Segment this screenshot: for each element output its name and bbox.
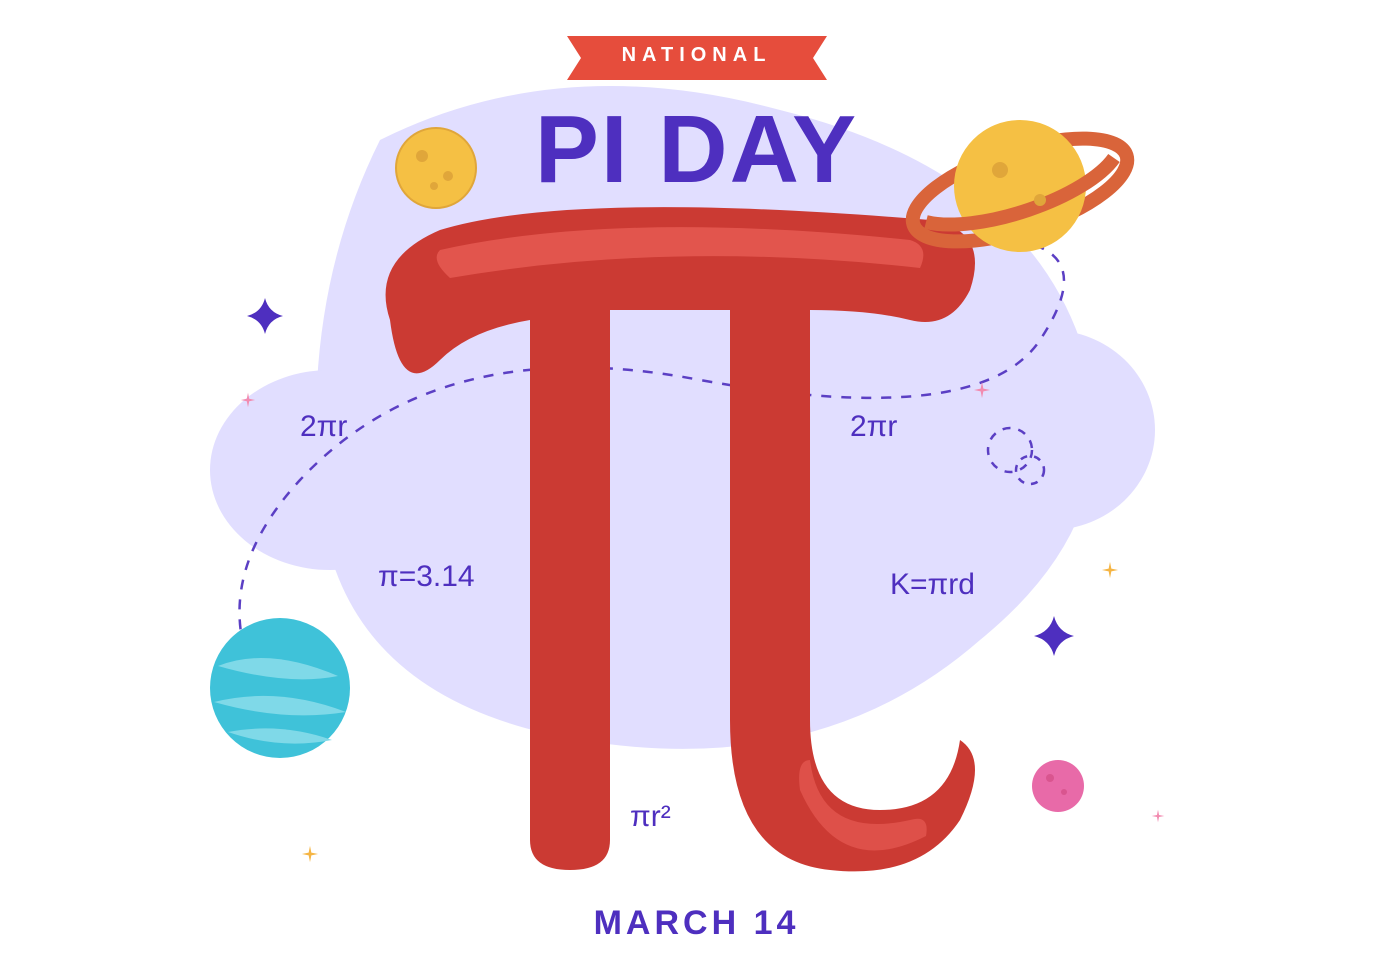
plus-spark	[973, 381, 991, 399]
infographic-stage: NATIONAL PI DAY 2πr π=3.14 2πr K=πrd πr²	[0, 0, 1393, 980]
ribbon-label: NATIONAL	[622, 44, 772, 67]
main-title: PI DAY	[535, 95, 858, 205]
planet-pink	[1030, 758, 1086, 814]
date-label: MARCH 14	[594, 904, 800, 943]
planet-blue	[208, 616, 352, 760]
diamond-spark	[1034, 616, 1074, 656]
planet-yellow-small	[394, 126, 478, 210]
plus-spark	[1151, 809, 1165, 823]
diamond-spark	[247, 298, 283, 334]
formula-2pir-right: 2πr	[850, 410, 897, 444]
pi-symbol	[370, 200, 990, 880]
plus-spark	[240, 392, 256, 408]
planet-saturn	[890, 100, 1150, 280]
formula-pi-equals: π=3.14	[378, 560, 475, 594]
formula-2pir-left: 2πr	[300, 410, 347, 444]
formula-k-equals: K=πrd	[890, 568, 975, 602]
plus-spark	[301, 845, 319, 863]
formula-pir2: πr²	[630, 800, 671, 834]
plus-spark	[1101, 561, 1119, 579]
